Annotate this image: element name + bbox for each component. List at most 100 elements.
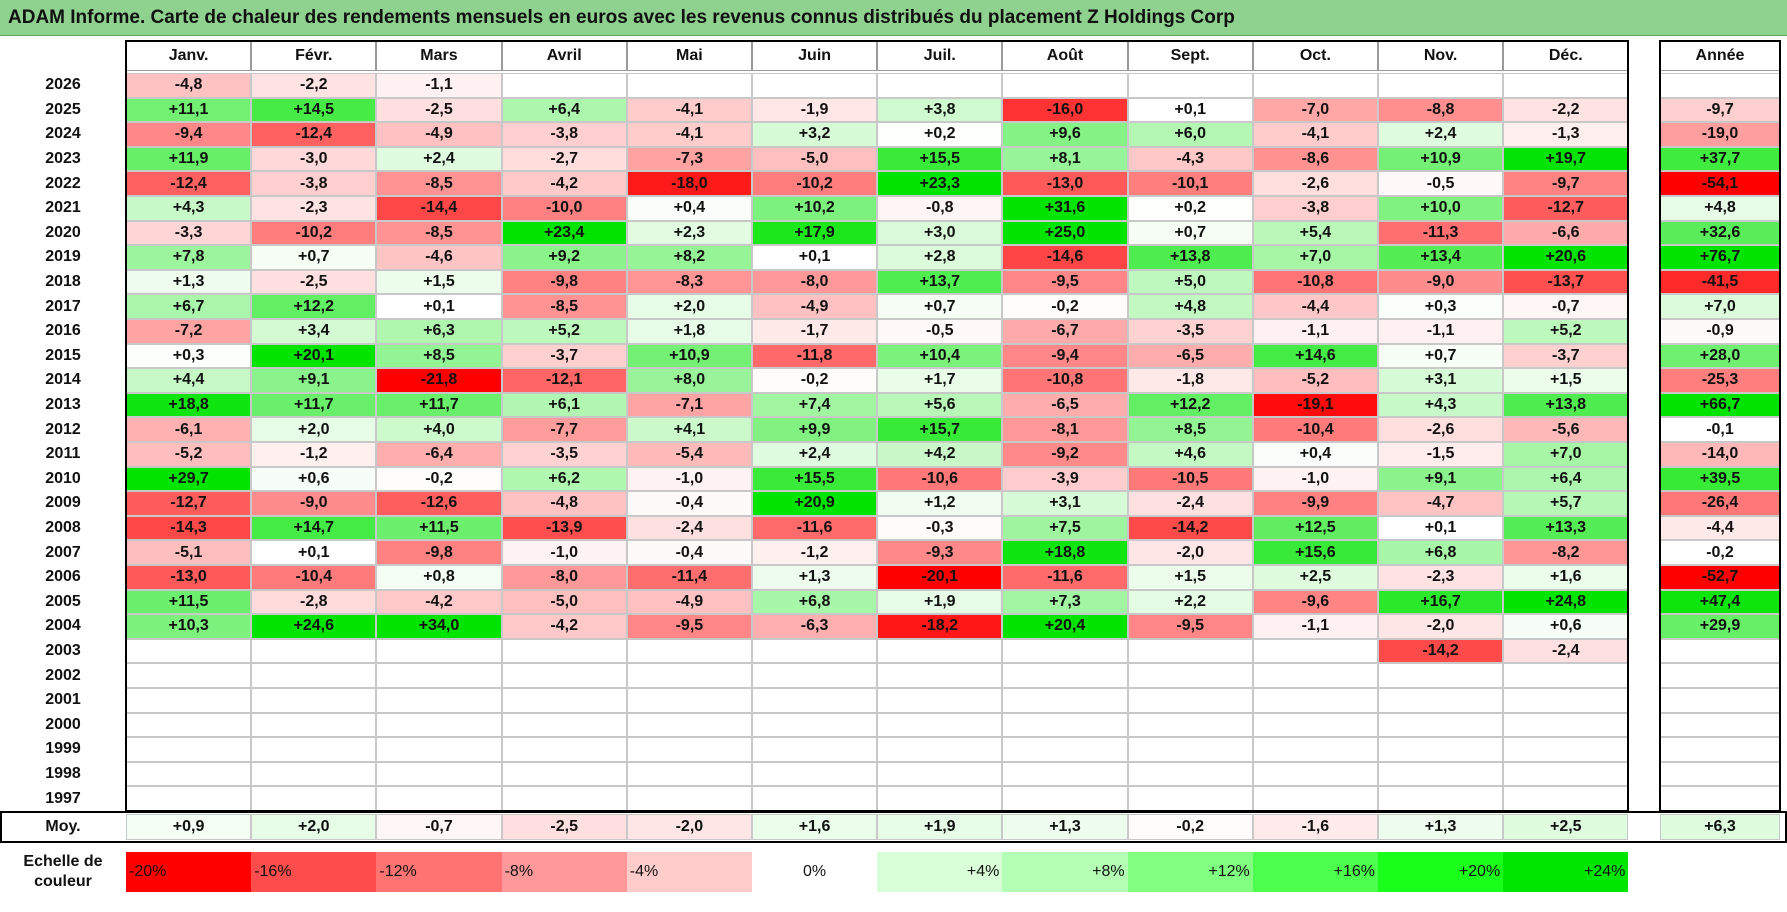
heatmap-cell: +8,2 bbox=[626, 245, 752, 270]
heatmap-cell: +25,0 bbox=[1002, 220, 1128, 246]
heatmap-cell: -8,0 bbox=[501, 565, 627, 590]
heatmap-cell: -19,1 bbox=[1252, 392, 1378, 418]
heatmap-cell: -2,3 bbox=[251, 196, 377, 221]
color-scale-stop: +8% bbox=[1002, 852, 1128, 892]
heatmap-cell: -8,5 bbox=[376, 171, 502, 196]
heatmap-cell: +5,6 bbox=[877, 392, 1003, 418]
heatmap-cell: +4,1 bbox=[626, 417, 752, 442]
heatmap-cell: +18,8 bbox=[126, 392, 252, 418]
heatmap-cell: +2,0 bbox=[626, 294, 752, 319]
heatmap-cell: -7,1 bbox=[626, 392, 752, 418]
row-year-label: 2023 bbox=[45, 150, 81, 168]
heatmap-cell bbox=[251, 737, 377, 762]
color-scale-stop: +24% bbox=[1503, 852, 1629, 892]
row-year-label: 2021 bbox=[45, 199, 81, 217]
heatmap-cell: -14,2 bbox=[1378, 638, 1504, 664]
row-year-label: 2010 bbox=[45, 469, 81, 487]
heatmap-cell: +19,7 bbox=[1503, 146, 1629, 172]
heatmap-cell bbox=[126, 737, 252, 762]
heatmap-cell bbox=[1378, 761, 1504, 787]
heatmap-cell: +13,4 bbox=[1378, 245, 1504, 270]
heatmap-cell: +0,6 bbox=[251, 466, 377, 492]
heatmap-cell: +0,6 bbox=[1503, 614, 1629, 639]
heatmap-cell: +3,4 bbox=[251, 319, 377, 344]
heatmap-cell: +15,5 bbox=[877, 146, 1003, 172]
heatmap-cell: +15,6 bbox=[1252, 540, 1378, 565]
heatmap-cell: +0,4 bbox=[1252, 442, 1378, 467]
color-scale-stop: +20% bbox=[1378, 852, 1504, 892]
row-year-label: 2004 bbox=[45, 617, 81, 635]
heatmap-cell: -6,4 bbox=[376, 442, 502, 467]
heatmap-cell: +24,8 bbox=[1503, 589, 1629, 615]
heatmap-cell: +0,7 bbox=[251, 245, 377, 270]
row-year-label: 2015 bbox=[45, 346, 81, 364]
annual-cell bbox=[1660, 786, 1780, 811]
heatmap-cell: -5,0 bbox=[501, 589, 627, 615]
heatmap-cell bbox=[877, 761, 1003, 787]
heatmap-cell: -10,2 bbox=[251, 220, 377, 246]
heatmap-cell bbox=[1127, 737, 1253, 762]
heatmap-cell: -1,8 bbox=[1127, 368, 1253, 393]
heatmap-cell: -10,1 bbox=[1127, 171, 1253, 196]
heatmap-cell bbox=[126, 663, 252, 688]
heatmap-cell: -5,1 bbox=[126, 540, 252, 565]
heatmap-cell: -4,4 bbox=[1252, 294, 1378, 319]
heatmap-cell: -0,2 bbox=[752, 368, 878, 393]
heatmap-cell bbox=[1127, 73, 1253, 98]
heatmap-cell: +2,2 bbox=[1127, 589, 1253, 615]
heatmap-cell: +12,2 bbox=[251, 294, 377, 319]
heatmap-cell: +13,8 bbox=[1503, 392, 1629, 418]
column-header: Mai bbox=[626, 41, 752, 71]
average-cell: +2,0 bbox=[251, 814, 377, 840]
heatmap-cell: +20,1 bbox=[251, 343, 377, 369]
heatmap-cell: -9,8 bbox=[376, 540, 502, 565]
heatmap-cell: -3,0 bbox=[251, 146, 377, 172]
heatmap-cell: -1,2 bbox=[752, 540, 878, 565]
heatmap-cell: -3,9 bbox=[1002, 466, 1128, 492]
heatmap-cell: +9,2 bbox=[501, 245, 627, 270]
heatmap-cell: -11,6 bbox=[752, 515, 878, 541]
heatmap-cell bbox=[126, 761, 252, 787]
heatmap-cell: -10,8 bbox=[1252, 269, 1378, 295]
heatmap-cell: +8,1 bbox=[1002, 146, 1128, 172]
heatmap-cell bbox=[752, 73, 878, 98]
heatmap-cell bbox=[1503, 688, 1629, 713]
heatmap-cell: -8,5 bbox=[376, 220, 502, 246]
heatmap-cell: -1,7 bbox=[752, 319, 878, 344]
heatmap-cell bbox=[376, 761, 502, 787]
annual-cell bbox=[1660, 712, 1780, 738]
heatmap-cell: +11,1 bbox=[126, 97, 252, 123]
heatmap-cell bbox=[877, 688, 1003, 713]
row-year-label: 2020 bbox=[45, 223, 81, 241]
annual-cell bbox=[1660, 737, 1780, 762]
heatmap-cell: +2,4 bbox=[752, 442, 878, 467]
heatmap-cell: +3,0 bbox=[877, 220, 1003, 246]
heatmap-cell: -0,4 bbox=[626, 491, 752, 516]
heatmap-cell bbox=[1002, 786, 1128, 811]
heatmap-cell bbox=[1127, 638, 1253, 664]
heatmap-cell: -7,2 bbox=[126, 319, 252, 344]
heatmap-cell: -6,3 bbox=[752, 614, 878, 639]
heatmap-cell: +9,9 bbox=[752, 417, 878, 442]
heatmap-cell bbox=[1002, 73, 1128, 98]
annual-cell: +29,9 bbox=[1660, 614, 1780, 639]
heatmap-cell: +7,0 bbox=[1503, 442, 1629, 467]
heatmap-cell bbox=[1378, 663, 1504, 688]
heatmap-cell bbox=[752, 761, 878, 787]
heatmap-cell: +13,8 bbox=[1127, 245, 1253, 270]
heatmap-cell: -8,3 bbox=[626, 269, 752, 295]
heatmap-cell: -4,6 bbox=[376, 245, 502, 270]
heatmap-cell: +8,5 bbox=[376, 343, 502, 369]
column-header: Févr. bbox=[251, 41, 377, 71]
annual-cell: -4,4 bbox=[1660, 515, 1780, 541]
heatmap-cell: +0,2 bbox=[1127, 196, 1253, 221]
annual-column-header: Année bbox=[1660, 41, 1780, 71]
heatmap-cell bbox=[251, 761, 377, 787]
heatmap-cell: -2,3 bbox=[1378, 565, 1504, 590]
heatmap-cell: +6,1 bbox=[501, 392, 627, 418]
row-year-label: 2024 bbox=[45, 125, 81, 143]
annual-cell: +32,6 bbox=[1660, 220, 1780, 246]
heatmap-cell bbox=[501, 786, 627, 811]
heatmap-cell: -13,0 bbox=[126, 565, 252, 590]
heatmap-cell: -7,3 bbox=[626, 146, 752, 172]
